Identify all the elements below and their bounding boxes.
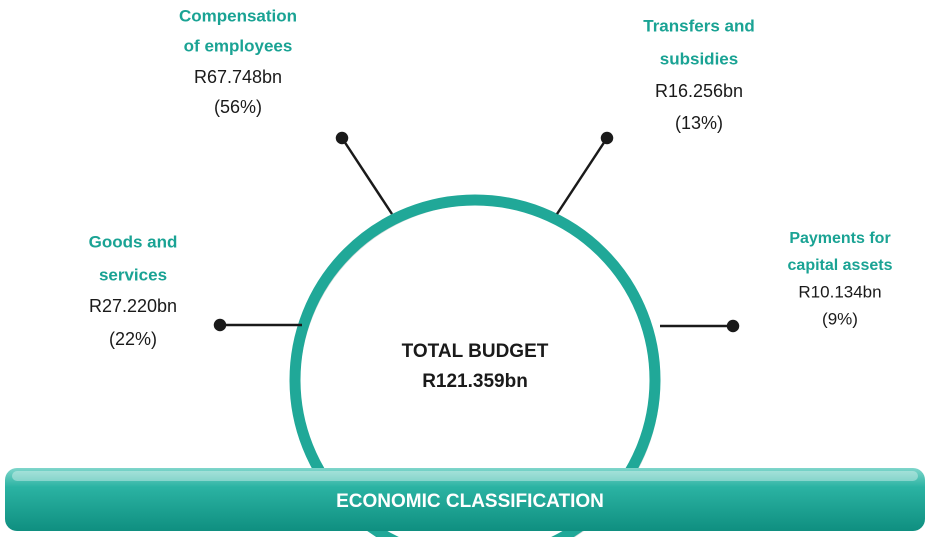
item-share: (9%) [822, 309, 858, 328]
center-title: TOTAL BUDGET [402, 341, 549, 362]
item-label: Compensation [179, 6, 297, 25]
item-label: Transfers and [643, 16, 755, 35]
item-amount: R27.220bn [89, 296, 177, 316]
item-label: services [99, 265, 167, 284]
arc [289, 194, 661, 537]
item-amount: R67.748bn [194, 67, 282, 87]
item-share: (56%) [214, 97, 262, 117]
item-label: Goods and [89, 232, 178, 251]
item-amount: R10.134bn [798, 282, 881, 301]
item-share: (22%) [109, 329, 157, 349]
item-label: Payments for [789, 230, 890, 247]
item-share: (13%) [675, 113, 723, 133]
item-label: capital assets [788, 257, 893, 274]
item-label: of employees [184, 36, 293, 55]
center-total: R121.359bn [422, 371, 528, 392]
item-label: subsidies [660, 49, 738, 68]
item-amount: R16.256bn [655, 81, 743, 101]
banner: ECONOMIC CLASSIFICATION [5, 468, 925, 531]
banner-text: ECONOMIC CLASSIFICATION [336, 491, 604, 512]
connectors [213, 131, 740, 333]
